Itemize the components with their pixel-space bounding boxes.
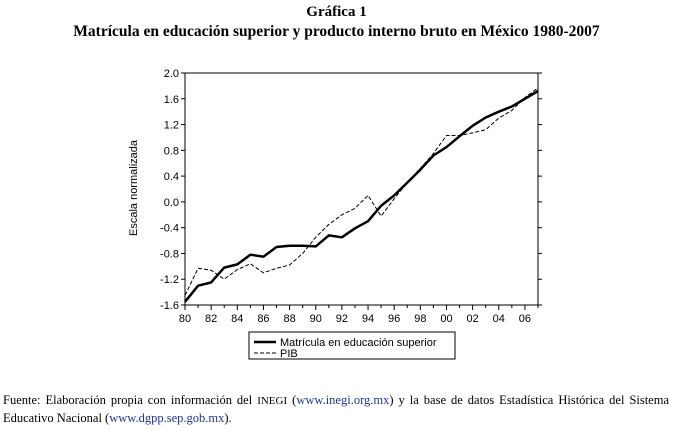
series-line-pib <box>184 87 539 296</box>
series-line-matricula <box>184 89 539 303</box>
sep-link[interactable]: www.dgpp.sep.gob.mx <box>109 411 225 425</box>
y-tick-label: 0.8 <box>164 145 179 157</box>
y-tick-label: -1.6 <box>160 300 179 312</box>
x-tick-label: 86 <box>257 313 269 325</box>
y-tick-label: -0.8 <box>160 248 179 260</box>
y-tick-label: 1.6 <box>164 94 179 106</box>
x-tick-label: 04 <box>493 313 505 325</box>
legend-label-matricula: Matrícula en educación superior <box>280 337 437 349</box>
inegi-link[interactable]: www.inegi.org.mx <box>296 393 390 407</box>
chart-axes: 2.0 1.6 1.2 0.8 0.4 0.0 -0.4 -0.8 -1.2 -1.680 82 84… <box>160 68 542 325</box>
x-tick-label: 94 <box>362 313 374 325</box>
x-tick-label: 88 <box>283 313 295 325</box>
y-tick-label: -0.4 <box>160 223 179 235</box>
y-tick-label: 0.4 <box>164 171 179 183</box>
y-axis-label: Escala normalizada <box>128 139 140 236</box>
source-inegi: INEGI <box>257 395 288 407</box>
source-prefix: Fuente: Elaboración propia con informaci… <box>3 393 258 407</box>
plot-frame <box>184 72 539 306</box>
x-tick-label: 00 <box>440 313 452 325</box>
chart-legend: Matrícula en educación superior PIB <box>248 331 456 360</box>
x-tick-label: 06 <box>519 313 531 325</box>
chart-title: Matrícula en educación superior y produc… <box>73 23 600 40</box>
legend-label-pib: PIB <box>280 348 298 360</box>
y-tick-label: 1.2 <box>164 120 179 132</box>
x-tick-label: 90 <box>310 313 322 325</box>
x-tick-label: 84 <box>231 313 243 325</box>
x-tick-label: 96 <box>388 313 400 325</box>
y-tick-label: 0.0 <box>164 197 179 209</box>
figure-label: Gráfica 1 <box>306 4 367 20</box>
source-suffix: ). <box>224 411 232 425</box>
x-tick-label: 02 <box>467 313 479 325</box>
y-tick-label: -1.2 <box>160 274 179 286</box>
chart-series <box>184 87 539 303</box>
line-chart: 2.0 1.6 1.2 0.8 0.4 0.0 -0.4 -0.8 -1.2 -1.680 82 84… <box>128 68 542 360</box>
x-tick-label: 92 <box>336 313 348 325</box>
source-middle-1: ( <box>287 393 297 407</box>
source-middle-2: ) y la base de datos Estadística Históri… <box>3 393 669 425</box>
x-tick-label: 98 <box>414 313 426 325</box>
y-tick-label: 2.0 <box>164 68 179 80</box>
source-note: Fuente: Elaboración propia con informaci… <box>3 392 669 427</box>
x-tick-label: 82 <box>205 313 217 325</box>
x-tick-label: 80 <box>179 313 191 325</box>
